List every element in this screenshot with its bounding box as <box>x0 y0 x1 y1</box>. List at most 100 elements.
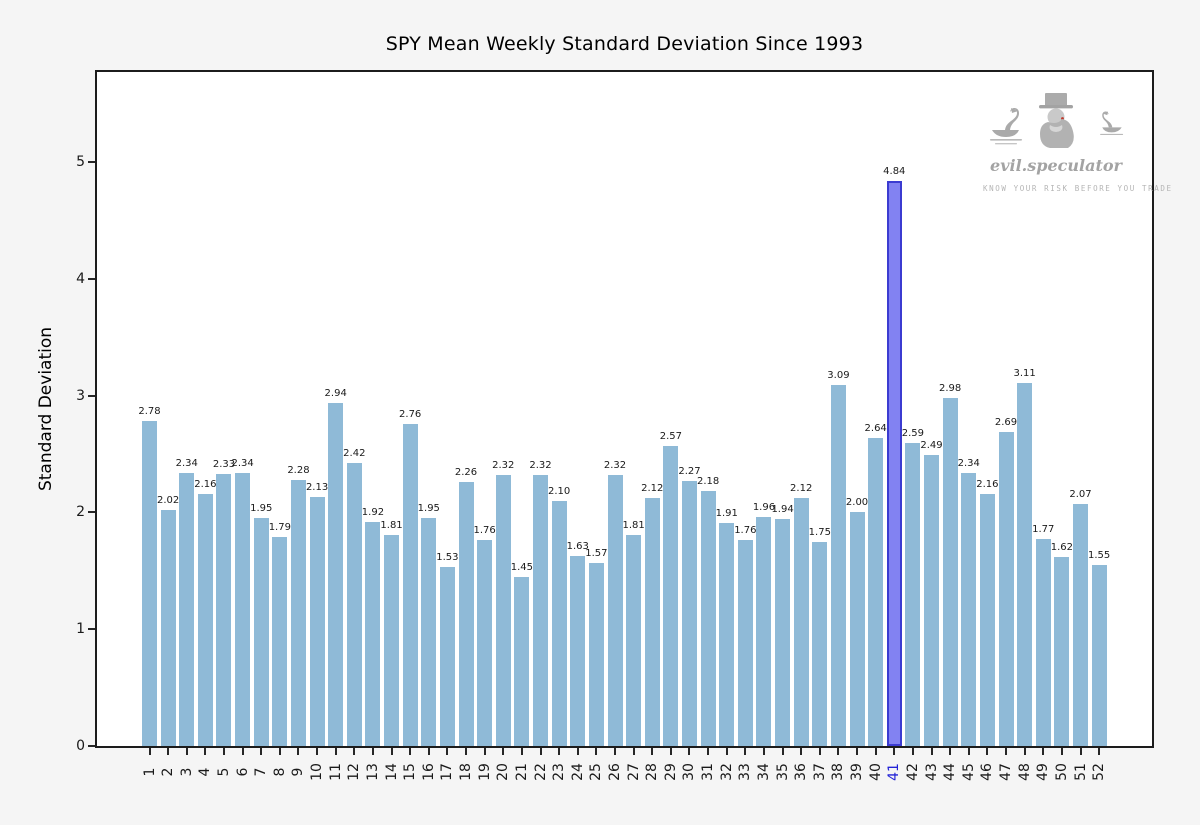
bar-week-31 <box>700 491 716 746</box>
x-tick-mark <box>632 748 635 755</box>
bar-value-label: 1.76 <box>473 525 496 536</box>
x-tick-mark <box>800 748 803 755</box>
bar-week-3 <box>179 473 195 746</box>
bar-value-label: 1.91 <box>715 508 738 519</box>
bar-week-10 <box>309 497 325 746</box>
x-tick-mark <box>446 748 449 755</box>
bar-week-44 <box>942 398 958 746</box>
bar-value-label: 1.81 <box>622 520 645 531</box>
bar-week-26 <box>607 475 623 746</box>
x-tick-mark <box>818 748 821 755</box>
x-tick-mark <box>669 748 672 755</box>
bar-week-47 <box>998 432 1014 746</box>
x-tick-mark <box>967 748 970 755</box>
y-tick-mark <box>88 628 95 630</box>
x-tick-mark <box>278 748 281 755</box>
bar-value-label: 1.63 <box>566 541 589 552</box>
bar-week-15 <box>402 424 418 746</box>
bar-week-37 <box>812 542 828 746</box>
bar-value-label: 2.57 <box>659 431 682 442</box>
bar-value-label: 2.78 <box>138 406 161 417</box>
watermark-tagline: KNOW YOUR RISK BEFORE YOU TRADE <box>983 184 1173 193</box>
x-tick-mark <box>558 748 561 755</box>
bar-week-27 <box>626 535 642 746</box>
y-tick-mark <box>88 745 95 747</box>
bar-value-label: 2.76 <box>399 409 422 420</box>
bar-week-12 <box>346 463 362 746</box>
x-tick-mark <box>427 748 430 755</box>
bar-value-label: 2.49 <box>920 440 943 451</box>
bar-value-label: 1.55 <box>1087 550 1111 561</box>
bar-week-35 <box>775 519 791 746</box>
watermark-brand: evil.speculator <box>990 156 1122 175</box>
bar-week-2 <box>160 510 176 746</box>
bar-week-43 <box>924 455 940 746</box>
bar-value-label: 1.81 <box>380 520 403 531</box>
bar-week-23 <box>551 501 567 746</box>
left-swan-icon <box>990 107 1022 145</box>
bar-week-50 <box>1054 557 1070 746</box>
x-tick-mark <box>576 748 579 755</box>
bar-value-label: 1.45 <box>510 562 534 573</box>
bar-week-51 <box>1073 504 1088 746</box>
bar-week-38 <box>830 385 846 746</box>
bar-value-label: 1.75 <box>808 527 831 538</box>
bar-value-label: 2.94 <box>324 388 347 399</box>
bar-value-label: 2.28 <box>287 465 310 476</box>
x-tick-mark <box>725 748 728 755</box>
bar-value-label: 2.34 <box>175 458 198 469</box>
x-tick-mark <box>539 748 542 755</box>
bar-value-label: 2.42 <box>343 448 366 459</box>
x-tick-mark <box>222 748 225 755</box>
x-tick-mark <box>949 748 952 755</box>
bar-week-19 <box>477 540 493 746</box>
bar-week-34 <box>756 517 772 746</box>
bar-week-18 <box>458 482 474 746</box>
x-tick-mark <box>651 748 654 755</box>
x-tick-mark <box>1079 748 1082 755</box>
bar-value-label: 1.57 <box>585 548 608 559</box>
bar-value-label: 1.53 <box>436 552 459 563</box>
bar-value-label: 3.11 <box>1013 368 1036 379</box>
bar-value-label: 2.33 <box>212 459 236 470</box>
bar-week-45 <box>961 473 977 746</box>
bar-week-7 <box>253 518 269 746</box>
bar-week-4 <box>197 494 213 746</box>
x-tick-mark <box>334 748 337 755</box>
x-tick-mark <box>241 748 244 755</box>
bar-value-label: 1.77 <box>1032 524 1055 535</box>
x-tick-label-week-52: 52 <box>1091 763 1108 781</box>
bar-week-25 <box>588 563 604 746</box>
bar-value-label: 2.16 <box>194 479 217 490</box>
bar-week-8 <box>272 537 288 746</box>
x-tick-mark <box>762 748 765 755</box>
x-tick-mark <box>688 748 691 755</box>
bar-value-label: 2.18 <box>696 476 720 487</box>
x-tick-mark <box>986 748 989 755</box>
bar-value-label: 2.27 <box>678 466 701 477</box>
bar-value-label: 1.62 <box>1050 542 1073 553</box>
plot-area <box>95 70 1154 748</box>
bar-value-label: 2.26 <box>454 467 478 478</box>
x-tick-mark <box>1042 748 1045 755</box>
bar-week-46 <box>979 494 995 746</box>
y-tick-label-5: 5 <box>76 154 85 170</box>
bar-week-9 <box>290 480 306 746</box>
bar-week-14 <box>384 535 400 746</box>
y-tick-mark <box>88 161 95 163</box>
bar-value-label: 4.84 <box>883 166 906 177</box>
bar-value-label: 1.76 <box>734 525 757 536</box>
bar-week-17 <box>439 567 455 746</box>
x-tick-mark <box>614 748 616 755</box>
bar-week-41-highlighted <box>886 181 902 746</box>
bar-week-39 <box>849 512 865 746</box>
bar-value-label: 2.69 <box>994 417 1018 428</box>
x-tick-mark <box>390 748 393 755</box>
bar-value-label: 3.09 <box>827 370 850 381</box>
bar-week-29 <box>663 446 679 746</box>
bar-value-label: 2.32 <box>603 460 627 471</box>
x-tick-mark <box>930 748 933 755</box>
x-tick-mark <box>874 748 877 755</box>
x-tick-mark <box>167 748 170 755</box>
